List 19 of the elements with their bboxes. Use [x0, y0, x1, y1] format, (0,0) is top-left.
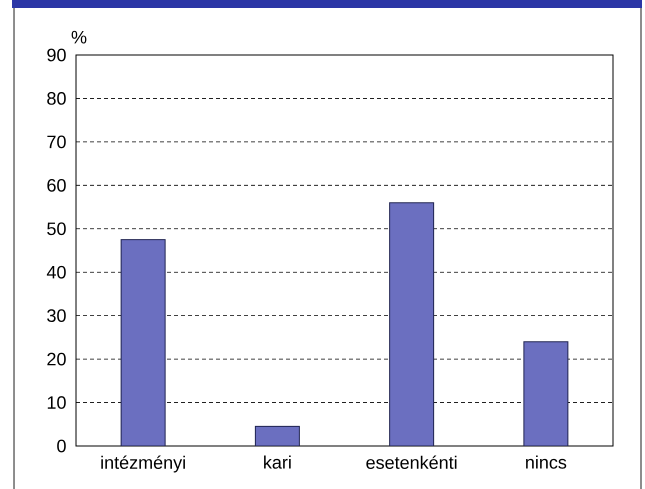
x-tick-label: intézményi: [101, 456, 185, 473]
y-tick-label: 30: [47, 309, 66, 322]
y-tick-label: 0: [57, 440, 66, 452]
bar: [523, 341, 568, 446]
bar: [120, 239, 166, 446]
y-tick-label: 70: [47, 136, 66, 148]
y-tick-label: 90: [47, 48, 66, 62]
bar: [254, 426, 300, 446]
y-tick-label: 10: [48, 396, 66, 409]
y-axis-title: %: [72, 30, 86, 44]
y-tick-label: 50: [47, 222, 66, 236]
x-tick-label: nincs: [526, 456, 566, 469]
bar: [389, 202, 434, 446]
y-tick-label: 60: [47, 178, 66, 192]
x-tick-label: kari: [264, 456, 291, 469]
y-tick-label: 80: [47, 92, 66, 105]
y-tick-label: 40: [46, 266, 66, 279]
y-tick-label: 20: [47, 352, 66, 366]
x-tick-label: esetenkénti: [366, 456, 456, 469]
